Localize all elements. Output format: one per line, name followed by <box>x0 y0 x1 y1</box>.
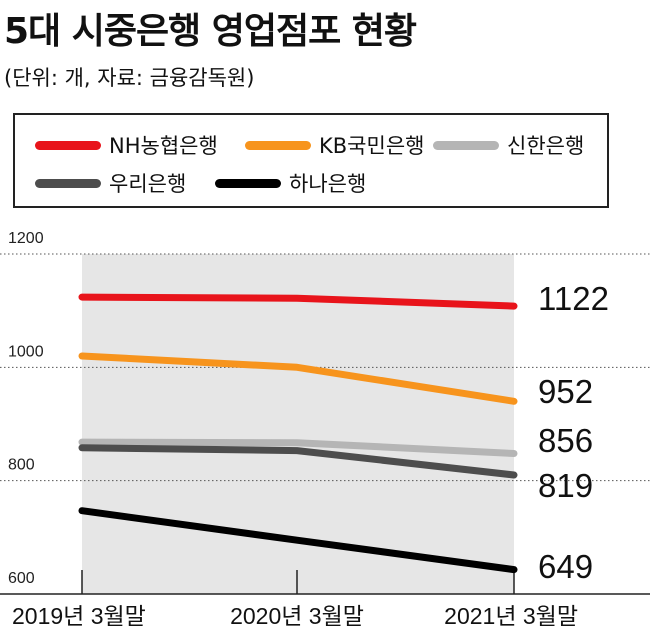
y-axis-ticks: 1200 1000 800 600 <box>8 230 44 587</box>
series-line-2 <box>78 438 518 457</box>
y-tick-label: 1200 <box>8 230 44 247</box>
legend-label-kb: KB국민은행 <box>319 134 425 158</box>
data-label-3: 819 <box>538 467 593 504</box>
series-line-3 <box>78 444 518 479</box>
data-label-4: 649 <box>538 548 593 585</box>
chart-subtitle: (단위: 개, 자료: 금융감독원) <box>4 66 255 90</box>
legend: NH농협은행 KB국민은행 신한은행 우리은행 하나은행 <box>13 113 609 208</box>
legend-swatch-hana <box>215 178 281 188</box>
legend-label-nh: NH농협은행 <box>109 134 218 158</box>
legend-label-shinhan: 신한은행 <box>507 134 585 158</box>
legend-label-hana: 하나은행 <box>289 172 367 196</box>
data-labels: 1122 952 856 819 649 <box>538 280 609 585</box>
data-label-1: 952 <box>538 373 593 410</box>
series-line-0 <box>78 293 518 310</box>
legend-item-woori: 우리은행 <box>35 168 186 198</box>
legend-swatch-nh <box>35 140 101 150</box>
x-axis: 2019년 3월말 2020년 3월말 2021년 3월말 <box>0 570 650 629</box>
y-tick-label: 600 <box>8 570 35 587</box>
x-tick-label: 2021년 3월말 <box>444 603 578 629</box>
legend-label-woori: 우리은행 <box>109 172 187 196</box>
legend-item-kb: KB국민은행 <box>245 130 424 160</box>
legend-swatch-woori <box>35 178 101 188</box>
data-label-2: 856 <box>538 422 593 459</box>
series-lines <box>78 293 518 574</box>
y-tick-label: 1000 <box>8 343 44 360</box>
series-line-4 <box>78 507 518 574</box>
legend-item-nh: NH농협은행 <box>35 130 218 160</box>
series-line-1 <box>78 352 518 405</box>
legend-item-shinhan: 신한은행 <box>433 130 584 160</box>
legend-item-hana: 하나은행 <box>215 168 366 198</box>
x-tick-label: 2019년 3월말 <box>12 603 146 629</box>
legend-swatch-kb <box>245 140 311 150</box>
y-tick-label: 800 <box>8 457 35 474</box>
x-tick-label: 2020년 3월말 <box>230 603 364 629</box>
legend-swatch-shinhan <box>433 140 499 150</box>
chart-title: 5대 시중은행 영업점포 현황 <box>4 11 417 52</box>
data-label-0: 1122 <box>538 280 609 317</box>
